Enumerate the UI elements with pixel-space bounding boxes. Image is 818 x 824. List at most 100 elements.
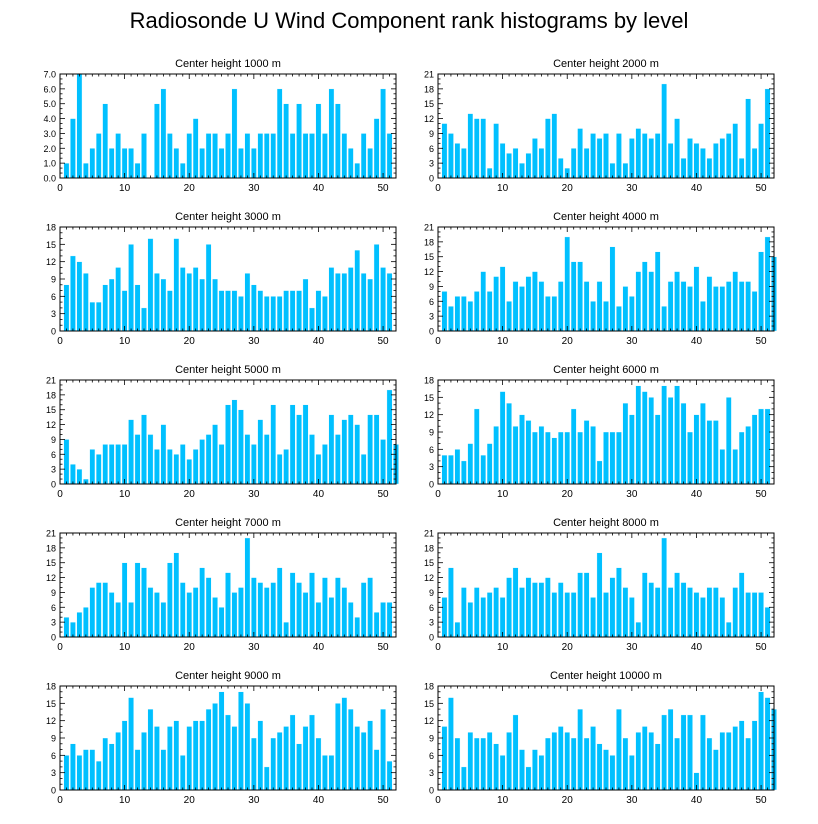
bar <box>263 587 270 638</box>
bar <box>654 251 661 332</box>
bar <box>250 444 257 485</box>
bar <box>635 271 642 332</box>
bar <box>493 587 500 638</box>
panel-title: Center height 1000 m <box>175 58 281 70</box>
bar <box>134 562 141 638</box>
y-tick-label: 18 <box>46 543 56 553</box>
bar <box>661 385 668 485</box>
x-tick-label: 20 <box>184 489 196 500</box>
bar <box>667 397 674 485</box>
bar <box>296 743 302 791</box>
bar <box>115 267 122 332</box>
bar <box>121 720 128 791</box>
bar <box>341 697 348 791</box>
bar <box>121 562 128 638</box>
chart-panel-5: Center height 5000 m 0 10 20 30 40 50 0 3 6 9 12 15 1… <box>46 364 399 500</box>
bar <box>212 133 218 179</box>
bar <box>128 419 134 485</box>
bar <box>328 597 335 638</box>
chart-panel-3: Center height 3000 m 0 10 20 30 40 50 0 3 6 9 12 15 1… <box>46 211 397 347</box>
bar <box>758 691 764 791</box>
bar <box>596 552 603 638</box>
bar <box>160 602 167 638</box>
bar <box>360 133 367 179</box>
bar <box>225 714 231 791</box>
y-tick-label: 2.0 <box>43 144 56 154</box>
bar <box>557 726 564 791</box>
bar <box>341 133 348 179</box>
bar <box>166 133 173 179</box>
y-tick-label: 3 <box>51 618 56 628</box>
bar <box>609 431 616 485</box>
bar <box>564 236 571 332</box>
bar <box>115 732 122 791</box>
bar <box>687 286 693 332</box>
bar <box>70 463 76 485</box>
bar <box>115 602 122 638</box>
bar <box>367 720 374 791</box>
bar <box>108 592 115 638</box>
bar <box>238 409 244 485</box>
bar <box>667 281 674 332</box>
bar <box>360 454 367 485</box>
bar <box>154 726 160 791</box>
bar <box>231 726 238 791</box>
bar <box>713 143 719 179</box>
bar <box>609 246 616 332</box>
bar <box>315 290 322 332</box>
bar <box>570 592 577 638</box>
bar <box>166 290 173 332</box>
bar <box>263 434 270 485</box>
y-tick-label: 15 <box>424 99 434 109</box>
bar <box>499 597 506 638</box>
main-title: Radiosonde U Wind Component rank histogr… <box>129 8 689 33</box>
bar <box>115 444 122 485</box>
bar <box>473 291 480 332</box>
bar <box>302 592 309 638</box>
x-tick-label: 10 <box>119 642 131 653</box>
bar <box>596 460 603 485</box>
bar <box>289 714 296 791</box>
bar <box>328 267 335 332</box>
y-tick-label: 21 <box>46 376 56 386</box>
bar <box>654 133 661 179</box>
bar <box>467 443 474 485</box>
x-tick-label: 0 <box>435 795 441 806</box>
bar <box>648 732 655 791</box>
bar <box>108 444 115 485</box>
bar <box>538 426 545 485</box>
x-tick-label: 50 <box>756 795 768 806</box>
bar <box>225 404 231 485</box>
bar <box>70 743 76 791</box>
bar <box>283 449 290 485</box>
bar <box>166 562 173 638</box>
bar <box>89 148 96 179</box>
bar <box>454 296 461 332</box>
bar <box>448 454 454 485</box>
bar <box>706 420 713 485</box>
bar <box>335 103 341 179</box>
x-tick-label: 20 <box>562 336 574 347</box>
y-tick-label: 12 <box>424 716 434 726</box>
x-tick-label: 50 <box>756 642 768 653</box>
bar <box>244 133 251 179</box>
bar <box>486 592 493 638</box>
bar <box>583 737 590 791</box>
bar <box>629 755 635 791</box>
bar <box>661 306 668 332</box>
bar <box>545 118 551 179</box>
bar <box>667 587 674 638</box>
bar <box>218 148 225 179</box>
bar <box>121 290 128 332</box>
bar <box>648 271 655 332</box>
bar <box>719 449 726 485</box>
bar <box>680 582 687 638</box>
bar <box>532 271 538 332</box>
bar <box>173 454 180 485</box>
bar <box>309 133 315 179</box>
bar <box>212 424 218 485</box>
bar <box>461 296 467 332</box>
y-tick-label: 12 <box>46 573 56 583</box>
bar <box>373 414 380 485</box>
